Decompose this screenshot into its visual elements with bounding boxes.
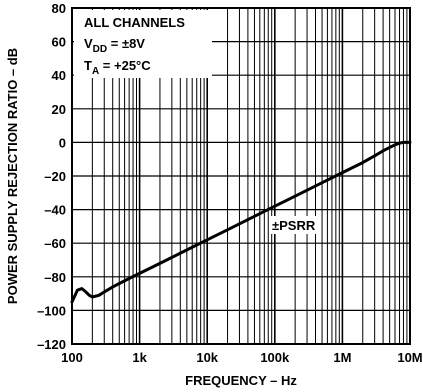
y-tick-label: 40 (52, 68, 66, 83)
y-tick-label: –60 (44, 236, 66, 251)
x-tick-label: 10k (196, 350, 218, 365)
series-label: ±PSRR (272, 218, 316, 233)
x-tick-label: 10M (397, 350, 422, 365)
ta-value: = +25°C (99, 58, 151, 73)
x-tick-labels: 100 1k 10k 100k 1M 10M (61, 350, 423, 365)
ta-symbol: T (84, 58, 92, 73)
y-tick-label: –120 (37, 337, 66, 352)
y-tick-label: –80 (44, 270, 66, 285)
y-tick-label: –100 (37, 303, 66, 318)
vdd-symbol: V (84, 36, 93, 51)
series-label-wrap: ±PSRR (270, 216, 318, 234)
x-tick-label: 100 (61, 350, 83, 365)
x-tick-label: 1M (333, 350, 351, 365)
plot-frame (71, 7, 411, 345)
series-layer (70, 140, 412, 304)
x-tick-label: 100k (260, 350, 290, 365)
vdd-subscript: DD (93, 44, 107, 55)
x-axis-label: FREQUENCY – Hz (185, 373, 297, 388)
ta-subscript: A (92, 66, 99, 77)
annotation-line-2: VDD = ±8V (84, 36, 145, 55)
y-tick-label: 80 (52, 1, 66, 16)
y-tick-label: –40 (44, 203, 66, 218)
psrr-series-line (70, 140, 412, 304)
annotation-box (74, 10, 212, 78)
y-tick-label: 60 (52, 35, 66, 50)
y-tick-label: 0 (59, 135, 66, 150)
vdd-value: = ±8V (107, 36, 145, 51)
y-tick-labels: 80 60 40 20 0 –20 –40 –60 –80 –100 –120 (37, 1, 66, 352)
series-label-background (270, 216, 318, 234)
annotation-line-3: TA = +25°C (84, 58, 151, 77)
annotation-line-1: ALL CHANNELS (84, 15, 185, 30)
x-tick-label: 1k (132, 350, 147, 365)
y-axis-label: POWER SUPPLY REJECTION RATIO – dB (5, 48, 20, 304)
y-tick-label: 20 (52, 102, 66, 117)
y-tick-label: –20 (44, 169, 66, 184)
